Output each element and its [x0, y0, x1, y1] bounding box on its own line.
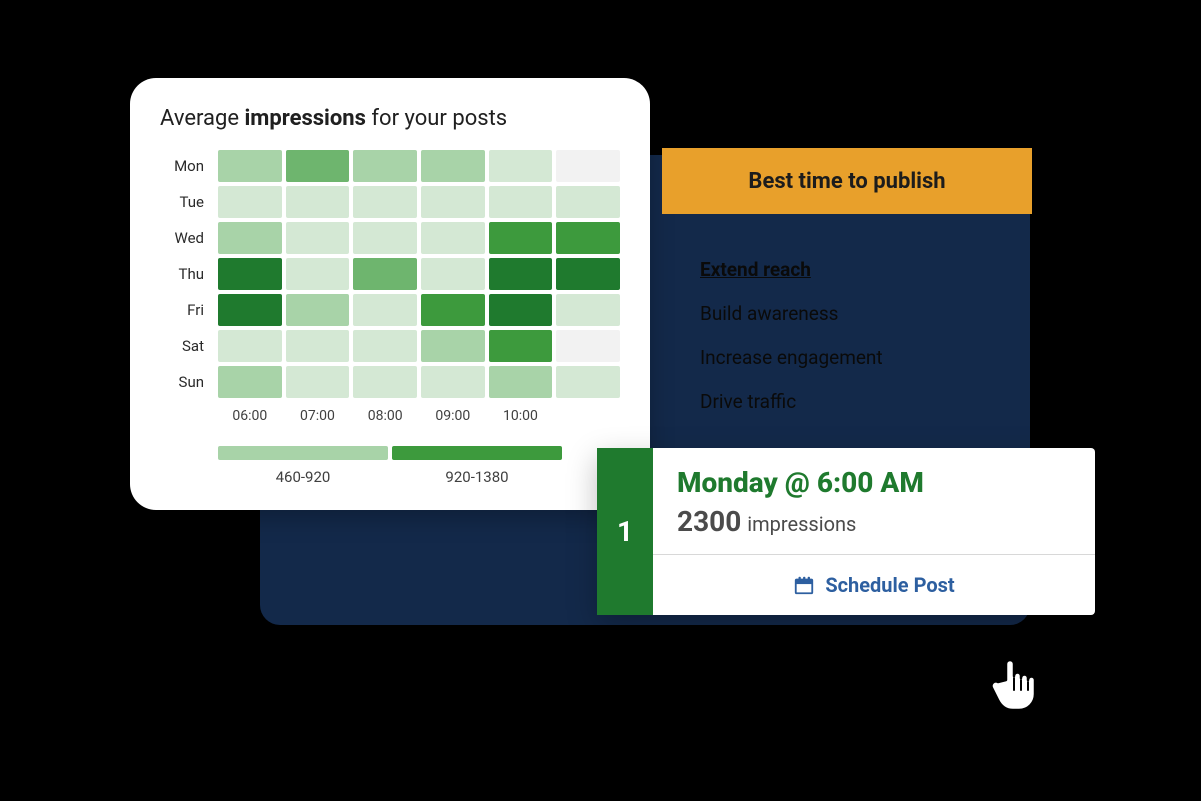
heatmap-cell[interactable]	[353, 258, 417, 290]
recommend-rank: 1	[597, 448, 653, 615]
heatmap-cell[interactable]	[421, 294, 485, 326]
heatmap-title-suffix: for your posts	[366, 106, 507, 131]
heatmap-row-label: Mon	[160, 157, 214, 175]
heatmap-row-label: Tue	[160, 193, 214, 211]
heatmap-cell[interactable]	[353, 294, 417, 326]
heatmap-card: Average impressions for your posts Mon Tu…	[130, 78, 650, 510]
heatmap-title: Average impressions for your posts	[160, 106, 620, 132]
heatmap-cell[interactable]	[489, 294, 553, 326]
heatmap-title-prefix: Average	[160, 106, 244, 131]
recommend-stat: 2300impressions	[677, 505, 1071, 538]
legend-label: 460-920	[218, 468, 388, 486]
goal-drive-traffic[interactable]: Drive traffic	[700, 380, 1000, 424]
goal-extend-reach[interactable]: Extend reach	[700, 248, 1000, 292]
heatmap-cell[interactable]	[489, 258, 553, 290]
heatmap-cell[interactable]	[218, 294, 282, 326]
heatmap-cell[interactable]	[286, 366, 350, 398]
heatmap-cell[interactable]	[353, 330, 417, 362]
heatmap-cell[interactable]	[353, 186, 417, 218]
heatmap-cell[interactable]	[421, 366, 485, 398]
heatmap-cell[interactable]	[556, 294, 620, 326]
heatmap-cell[interactable]	[489, 150, 553, 182]
heatmap-cell[interactable]	[489, 222, 553, 254]
heatmap-cell[interactable]	[421, 330, 485, 362]
heatmap-x-tick: 07:00	[286, 408, 350, 424]
heatmap-grid: Mon Tue Wed Thu Fri Sat Sun	[160, 150, 620, 398]
heatmap-cell[interactable]	[286, 150, 350, 182]
heatmap-cell[interactable]	[421, 258, 485, 290]
legend-label: 920-1380	[392, 468, 562, 486]
heatmap-cell[interactable]	[286, 294, 350, 326]
heatmap-cell[interactable]	[489, 330, 553, 362]
heatmap-cell[interactable]	[286, 222, 350, 254]
heatmap-cell[interactable]	[286, 186, 350, 218]
recommend-time: Monday @ 6:00 AM	[677, 466, 1071, 499]
heatmap-cell[interactable]	[353, 222, 417, 254]
heatmap-cell[interactable]	[489, 366, 553, 398]
heatmap-x-tick: 10:00	[489, 408, 553, 424]
heatmap-x-tick: 08:00	[353, 408, 417, 424]
schedule-label: Schedule Post	[825, 573, 954, 597]
heatmap-cell[interactable]	[218, 330, 282, 362]
legend-swatch	[392, 446, 562, 460]
heatmap-cell[interactable]	[421, 222, 485, 254]
heatmap-cell[interactable]	[353, 150, 417, 182]
heatmap-row-label: Sat	[160, 337, 214, 355]
heatmap-cell[interactable]	[218, 222, 282, 254]
heatmap-row-label: Wed	[160, 229, 214, 247]
recommend-body: Monday @ 6:00 AM 2300impressions Schedul…	[653, 448, 1095, 615]
impressions-value: 2300	[677, 505, 741, 538]
heatmap-cell[interactable]	[556, 150, 620, 182]
heatmap-x-tick: 09:00	[421, 408, 485, 424]
schedule-post-button[interactable]: Schedule Post	[677, 555, 1071, 615]
goal-build-awareness[interactable]: Build awareness	[700, 292, 1000, 336]
heatmap-x-tick: 06:00	[218, 408, 282, 424]
heatmap-cell[interactable]	[556, 186, 620, 218]
heatmap-title-bold: impressions	[244, 106, 365, 131]
goals-list: Extend reach Build awareness Increase en…	[700, 248, 1000, 424]
heatmap-cell[interactable]	[353, 366, 417, 398]
legend-item-1: 920-1380	[392, 446, 562, 486]
impressions-label: impressions	[747, 512, 856, 536]
best-time-banner: Best time to publish	[662, 148, 1032, 214]
heatmap-cell[interactable]	[421, 186, 485, 218]
heatmap-cell[interactable]	[556, 222, 620, 254]
heatmap-cell[interactable]	[489, 186, 553, 218]
heatmap-row-label: Sun	[160, 373, 214, 391]
pointer-cursor-icon	[984, 652, 1048, 716]
heatmap-cell[interactable]	[218, 186, 282, 218]
heatmap-row-label: Fri	[160, 301, 214, 319]
goal-increase-engagement[interactable]: Increase engagement	[700, 336, 1000, 380]
heatmap-row-label: Thu	[160, 265, 214, 283]
heatmap-cell[interactable]	[556, 258, 620, 290]
heatmap-cell[interactable]	[218, 150, 282, 182]
banner-label: Best time to publish	[748, 169, 945, 194]
recommend-card: 1 Monday @ 6:00 AM 2300impressions Sched…	[597, 448, 1095, 615]
heatmap-cell[interactable]	[218, 258, 282, 290]
heatmap-cell[interactable]	[421, 150, 485, 182]
heatmap-xaxis: 06:0007:0008:0009:0010:00	[160, 408, 620, 424]
heatmap-cell[interactable]	[286, 258, 350, 290]
legend-swatch	[218, 446, 388, 460]
legend-item-0: 460-920	[218, 446, 388, 486]
heatmap-x-tick	[556, 408, 620, 424]
heatmap-cell[interactable]	[556, 330, 620, 362]
heatmap-cell[interactable]	[218, 366, 282, 398]
heatmap-cell[interactable]	[286, 330, 350, 362]
calendar-icon	[793, 574, 815, 596]
heatmap-legend: 460-920 920-1380	[160, 446, 620, 486]
heatmap-cell[interactable]	[556, 366, 620, 398]
